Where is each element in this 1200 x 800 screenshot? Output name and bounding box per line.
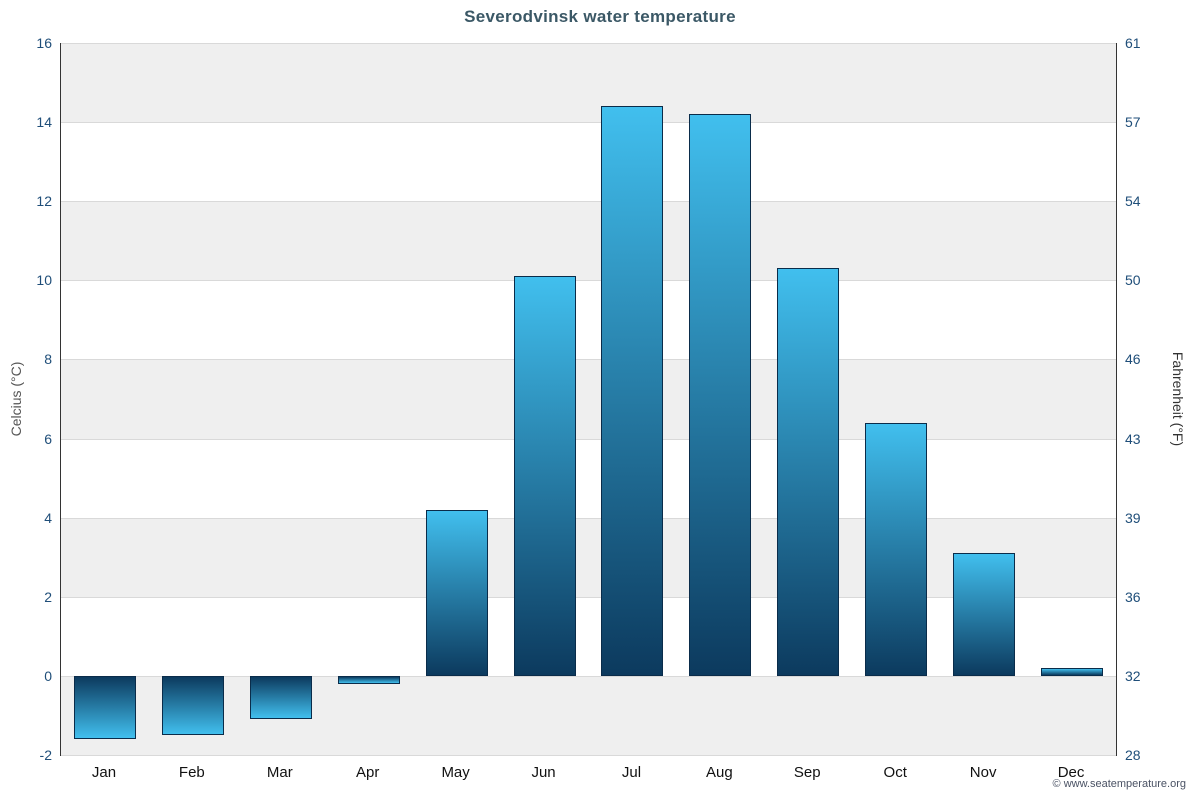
plot-band — [61, 517, 1116, 597]
bar-aug — [689, 114, 752, 676]
y-tick-celsius-14: 14 — [36, 114, 52, 131]
y-tick-fahrenheit-28: 28 — [1125, 747, 1141, 763]
x-tick-oct: Oct — [883, 764, 907, 781]
x-tick-mar: Mar — [266, 764, 293, 781]
gridline-12 — [61, 201, 1116, 203]
y-tick-celsius-6: 6 — [44, 430, 52, 447]
x-tick-jun: Jun — [531, 764, 556, 781]
x-tick-apr: Apr — [356, 764, 380, 781]
y-tick-fahrenheit-32: 32 — [1125, 667, 1141, 684]
y-axis-label-celsius: Celcius (°C) — [8, 361, 24, 437]
gridline-10 — [61, 280, 1116, 282]
y-tick-fahrenheit-46: 46 — [1125, 351, 1141, 368]
y-tick-fahrenheit-61: 61 — [1125, 35, 1141, 51]
x-tick-aug: Aug — [706, 764, 733, 781]
bar-mar — [249, 675, 312, 720]
y-tick-celsius--2: -2 — [39, 747, 52, 763]
bar-may — [425, 509, 488, 676]
bar-apr — [337, 675, 400, 684]
y-axis-label-fahrenheit: Fahrenheit (°F) — [1170, 351, 1186, 447]
y-tick-fahrenheit-39: 39 — [1125, 509, 1141, 526]
plot-band — [61, 201, 1116, 281]
y-tick-celsius-2: 2 — [44, 588, 52, 605]
bar-feb — [161, 675, 224, 736]
plot-band — [61, 359, 1116, 439]
x-tick-may: May — [441, 764, 470, 781]
bar-nov — [953, 553, 1016, 676]
copyright: © www.seatemperature.org — [1052, 778, 1186, 790]
gridline-8 — [61, 359, 1116, 361]
y-tick-fahrenheit-57: 57 — [1125, 114, 1141, 131]
plot-band — [61, 675, 1116, 755]
plot-area — [60, 43, 1117, 756]
y-tick-fahrenheit-50: 50 — [1125, 272, 1141, 289]
y-tick-fahrenheit-43: 43 — [1125, 430, 1141, 447]
y-tick-fahrenheit-36: 36 — [1125, 588, 1141, 605]
x-tick-feb: Feb — [178, 764, 205, 781]
gridline-16 — [61, 43, 1116, 44]
y-tick-celsius-12: 12 — [36, 193, 52, 210]
chart-title: Severodvinsk water temperature — [464, 7, 736, 26]
bar-dec — [1041, 667, 1104, 676]
gridline-0 — [61, 675, 1116, 677]
x-tick-jan: Jan — [91, 764, 117, 781]
gridline--2 — [61, 755, 1116, 756]
y-tick-celsius-8: 8 — [44, 351, 52, 368]
gridline-14 — [61, 122, 1116, 124]
bar-jun — [513, 276, 576, 676]
bar-oct — [865, 422, 928, 676]
y-tick-celsius-4: 4 — [44, 509, 52, 526]
x-tick-dec: Dec — [1057, 764, 1085, 781]
gridline-6 — [61, 438, 1116, 440]
bar-jul — [601, 106, 664, 676]
x-tick-jul: Jul — [621, 764, 642, 781]
bar-jan — [73, 675, 136, 740]
y-tick-celsius-10: 10 — [36, 272, 52, 289]
x-tick-nov: Nov — [969, 764, 997, 781]
y-tick-celsius-16: 16 — [36, 35, 52, 51]
x-tick-sep: Sep — [793, 764, 821, 781]
gridline-2 — [61, 596, 1116, 598]
gridline-4 — [61, 517, 1116, 519]
y-tick-celsius-0: 0 — [44, 667, 52, 684]
bar-sep — [777, 268, 840, 676]
plot-band — [61, 43, 1116, 123]
y-tick-fahrenheit-54: 54 — [1125, 193, 1141, 210]
